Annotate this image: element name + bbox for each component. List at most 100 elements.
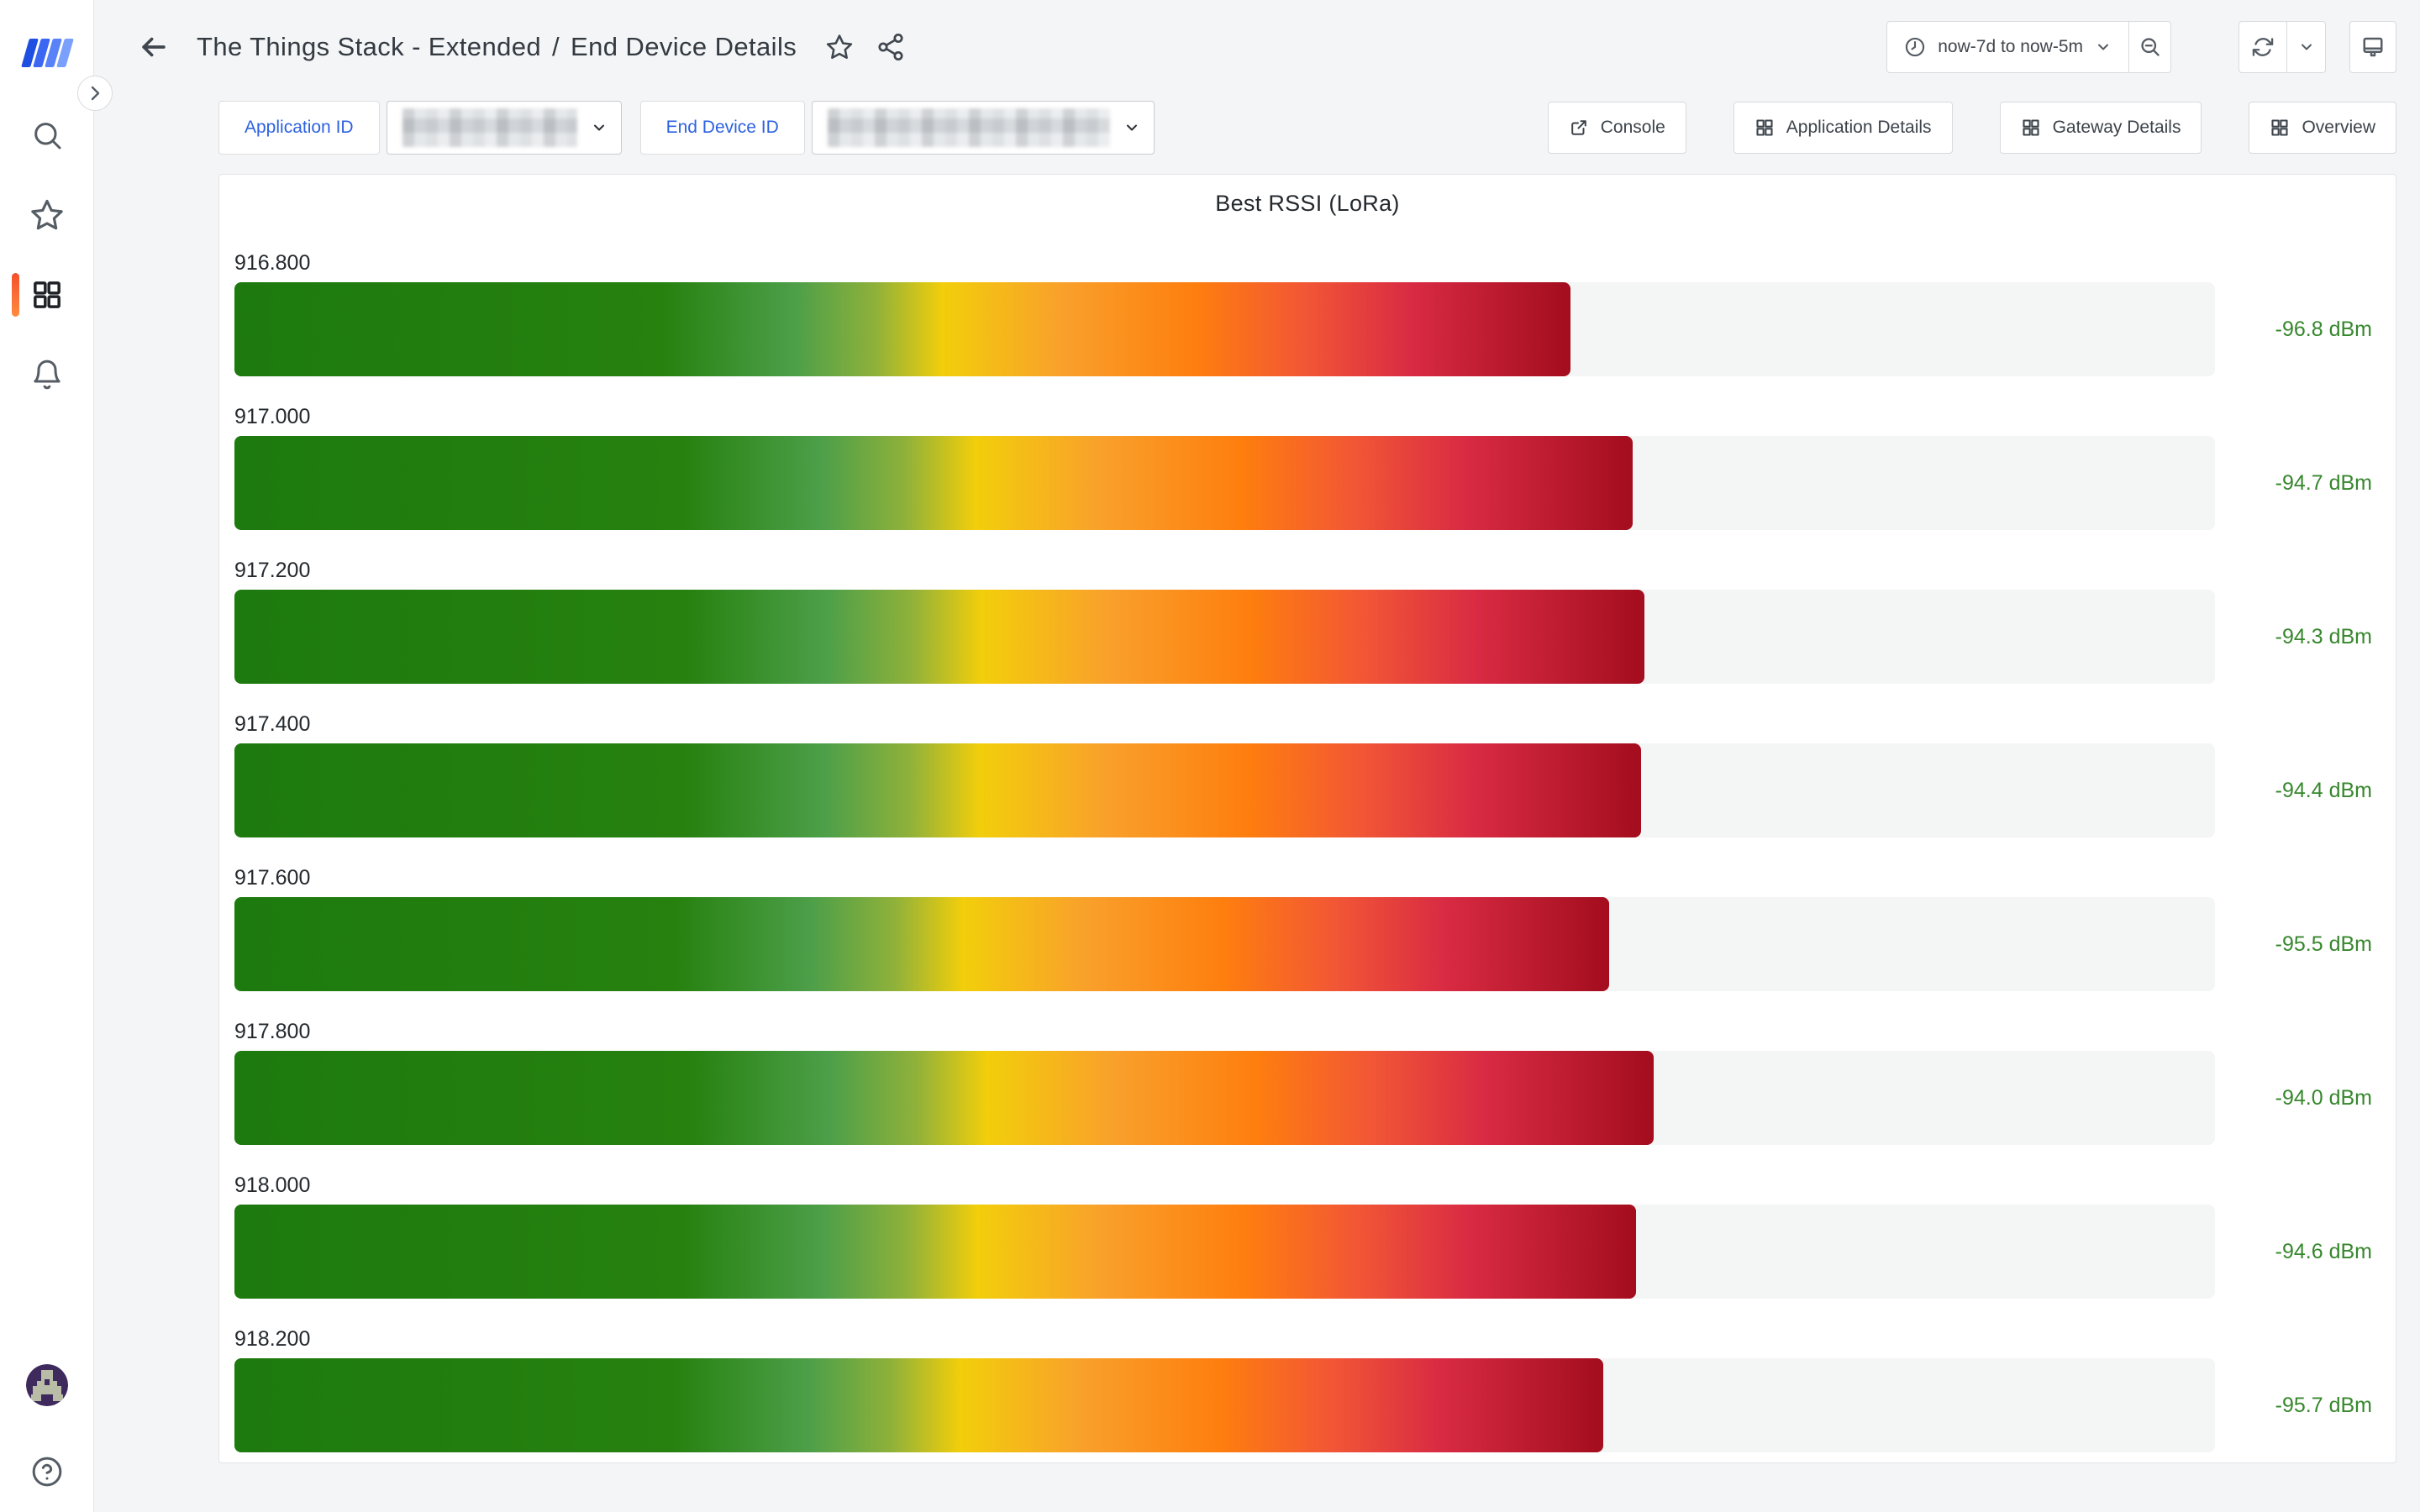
user-avatar[interactable] (25, 1364, 68, 1406)
application-id-select[interactable] (386, 101, 622, 155)
chevron-down-icon (1126, 124, 1137, 131)
bar-gauge-row: 917.600 -95.5 dBm (234, 865, 2396, 991)
dashboard-page-name: End Device Details (571, 32, 797, 61)
bell-icon (33, 360, 60, 389)
monitor-icon (2363, 37, 2383, 57)
star-outline-icon (826, 34, 853, 60)
bar-track (234, 1051, 2215, 1145)
bar-fill-gradient (234, 1358, 1603, 1452)
chevron-down-icon (593, 124, 604, 131)
rssi-value: -94.6 dBm (2275, 1239, 2372, 1263)
external-link-icon (1570, 120, 1586, 135)
avatar-pixel-art-icon (25, 1364, 68, 1406)
frequency-label: 918.000 (234, 1173, 311, 1197)
rssi-value: -95.5 dBm (2275, 932, 2372, 956)
bar-fill-gradient (234, 743, 1642, 837)
sidebar-item-search[interactable] (0, 95, 93, 175)
help-button[interactable] (30, 1455, 64, 1488)
frequency-label: 917.000 (234, 405, 311, 428)
apps-grid-icon (33, 281, 60, 308)
rssi-value: -94.4 dBm (2275, 778, 2372, 802)
bar-track (234, 897, 2215, 991)
dashboard-folder-name: The Things Stack - Extended (197, 32, 542, 61)
application-details-link-label: Application Details (1786, 118, 1932, 137)
bar-track (234, 743, 2215, 837)
main-area: The Things Stack - Extended / End Device… (94, 0, 2420, 1463)
bar-track (234, 436, 2215, 530)
bar-track (234, 590, 2215, 684)
clock-icon (1906, 37, 1925, 57)
time-range-picker[interactable]: now-7d to now-5m (1886, 21, 2129, 73)
apps-grid-icon (2023, 119, 2039, 136)
bar-gauge-row: 917.400 -94.4 dBm (234, 711, 2396, 837)
sidebar-nav (0, 95, 93, 414)
redacted-end-device-id-value (827, 108, 1110, 147)
console-link-label: Console (1600, 118, 1665, 137)
chevron-down-icon (2098, 44, 2108, 50)
dashboard-header: The Things Stack - Extended / End Device… (94, 0, 2420, 94)
share-alt-icon (878, 33, 903, 61)
overview-link-label: Overview (2302, 118, 2375, 137)
application-details-link-button[interactable]: Application Details (1733, 102, 1953, 154)
refresh-button[interactable] (2238, 21, 2287, 73)
frequency-label: 917.400 (234, 712, 311, 736)
bar-track (234, 1358, 2215, 1452)
bar-track (234, 1205, 2215, 1299)
bar-fill-gradient (234, 282, 1571, 376)
bar-fill-gradient (234, 1051, 1654, 1145)
apps-grid-icon (1756, 119, 1773, 136)
time-controls: now-7d to now-5m (1886, 21, 2396, 73)
gateway-details-link-label: Gateway Details (2052, 118, 2181, 137)
bar-fill-gradient (234, 590, 1644, 684)
sidebar-item-favorites[interactable] (0, 175, 93, 255)
star-icon (30, 199, 63, 229)
time-range-label: now-7d to now-5m (1938, 37, 2083, 56)
rssi-value: -94.3 dBm (2275, 624, 2372, 648)
sidebar-item-dashboards[interactable] (0, 255, 93, 334)
zoom-out-time-button[interactable] (2129, 21, 2171, 73)
search-minus-icon (2140, 38, 2160, 56)
dashboard-title: The Things Stack - Extended / End Device… (197, 32, 797, 62)
title-separator: / (552, 32, 560, 61)
sidebar-expand-button[interactable] (77, 76, 113, 111)
end-device-id-select[interactable] (811, 101, 1155, 155)
bar-track (234, 282, 2215, 376)
favorite-dashboard-button[interactable] (825, 33, 854, 61)
question-circle-icon (32, 1457, 61, 1487)
active-item-indicator (12, 272, 19, 317)
bar-gauge-row: 917.000 -94.7 dBm (234, 404, 2396, 530)
sidebar-item-alerting[interactable] (0, 334, 93, 414)
the-things-stack-logo[interactable] (21, 39, 80, 67)
frequency-label: 918.200 (234, 1327, 311, 1351)
bar-fill-gradient (234, 436, 1634, 530)
rssi-value: -94.0 dBm (2275, 1085, 2372, 1110)
variable-application-id: Application ID (218, 101, 622, 155)
back-button[interactable] (138, 31, 170, 63)
bar-gauge-row: 917.200 -94.3 dBm (234, 558, 2396, 684)
bar-gauge-row: 918.200 -95.7 dBm (234, 1326, 2396, 1452)
frequency-label: 917.200 (234, 559, 311, 582)
rssi-value: -94.7 dBm (2275, 470, 2372, 495)
kiosk-mode-button[interactable] (2349, 21, 2396, 73)
frequency-label: 917.800 (234, 1020, 311, 1043)
frequency-label: 916.800 (234, 251, 311, 275)
refresh-interval-dropdown[interactable] (2287, 21, 2326, 73)
bar-gauge-row: 918.000 -94.6 dBm (234, 1173, 2396, 1299)
overview-link-button[interactable]: Overview (2249, 102, 2396, 154)
console-link-button[interactable]: Console (1547, 102, 1686, 154)
share-dashboard-button[interactable] (876, 32, 906, 62)
sidebar-footer (0, 1364, 93, 1488)
refresh-icon (2252, 38, 2274, 56)
arrow-left-icon (142, 37, 166, 57)
gateway-details-link-button[interactable]: Gateway Details (1999, 102, 2202, 154)
bar-gauge-row: 917.800 -94.0 dBm (234, 1019, 2396, 1145)
bar-fill-gradient (234, 897, 1609, 991)
end-device-id-label: End Device ID (639, 101, 805, 155)
search-icon (34, 122, 60, 149)
dashboard-links: Console Application Details Gateway Deta… (1547, 102, 2396, 154)
frequency-label: 917.600 (234, 866, 311, 890)
bar-rows: 916.800 -96.8 dBm 917.000 -94.7 dBm 917.… (234, 250, 2396, 1452)
variable-end-device-id: End Device ID (639, 101, 1155, 155)
chevron-down-icon (2301, 44, 2312, 50)
panel-title: Best RSSI (LoRa) (1215, 190, 1400, 216)
